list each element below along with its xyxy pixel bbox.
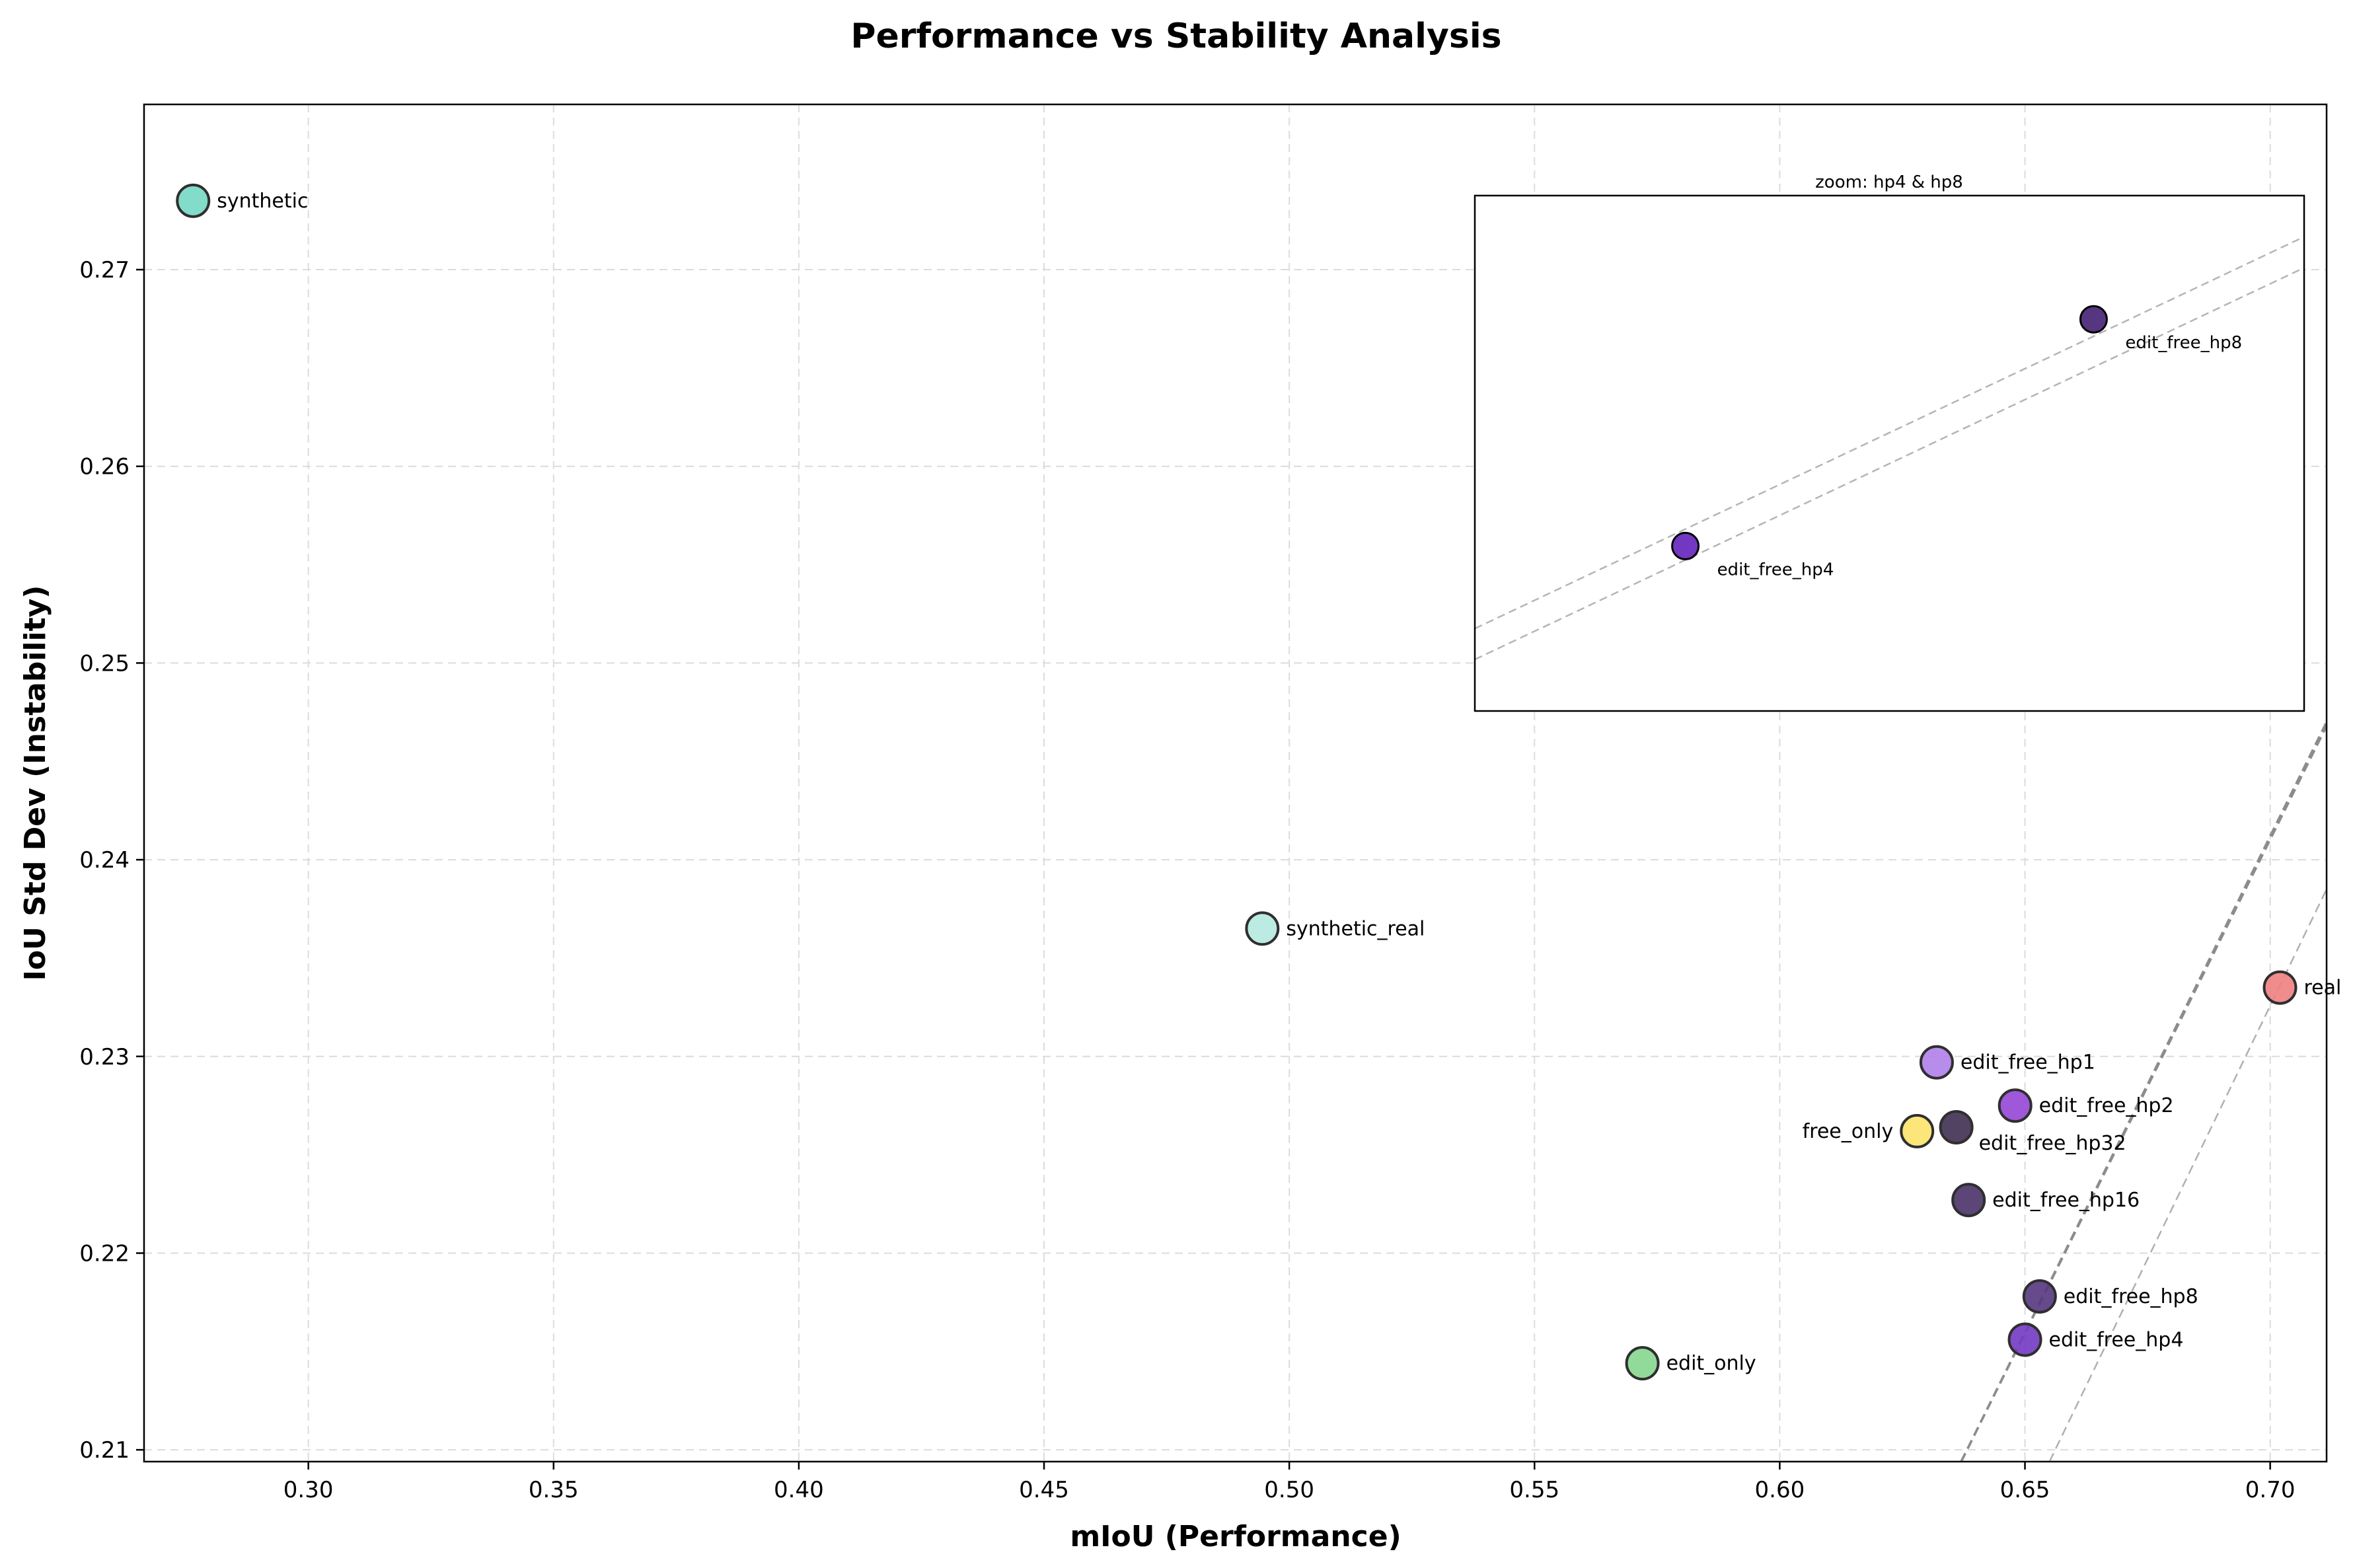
y-tick-label: 0.21 xyxy=(79,1437,130,1464)
point-label-edit-free-hp16: edit_free_hp16 xyxy=(1992,1189,2140,1212)
point-edit-free-hp2 xyxy=(1998,1088,2033,1123)
plot-area-frame xyxy=(143,103,2328,1463)
point-synthetic-real xyxy=(1245,911,1280,946)
inset-frame xyxy=(1474,194,2305,712)
point-real xyxy=(2262,970,2298,1005)
point-synthetic xyxy=(176,183,211,218)
point-label-synthetic-real: synthetic_real xyxy=(1286,917,1425,940)
point-label-free-only: free_only xyxy=(1803,1120,1894,1143)
inset-point-edit-free-hp8 xyxy=(2079,305,2108,334)
y-tick-label: 0.27 xyxy=(79,257,130,283)
point-label-edit-free-hp2: edit_free_hp2 xyxy=(2039,1094,2174,1117)
x-axis-ticks: 0.30 0.35 0.40 0.45 0.50 0.55 0.60 0.65 0.70 xyxy=(283,1462,2296,1503)
chart-title: Performance vs Stability Analysis xyxy=(850,17,1501,56)
point-label-real: real xyxy=(2303,977,2341,1000)
inset-background xyxy=(1475,196,2304,711)
inset-reference-line xyxy=(1474,236,2305,630)
inset-point-labels: edit_free_hp8 edit_free_hp4 xyxy=(1717,333,2243,579)
y-tick-label: 0.23 xyxy=(79,1044,130,1070)
point-edit-free-hp8 xyxy=(2022,1279,2057,1314)
point-edit-only xyxy=(1625,1346,1660,1381)
point-label-edit-free-hp1: edit_free_hp1 xyxy=(1961,1051,2095,1074)
x-tick-label: 0.30 xyxy=(283,1477,334,1503)
data-points xyxy=(176,183,2298,1381)
x-axis-title: mIoU (Performance) xyxy=(1070,1520,1401,1553)
inset-reference-line xyxy=(1474,267,2305,661)
inset-point-label-edit-free-hp4: edit_free_hp4 xyxy=(1717,560,1834,579)
inset-reference-lines xyxy=(1474,236,2305,661)
inset-data-points xyxy=(1671,305,2108,560)
zoom-inset: zoom: hp4 & hp8 edit_free_hp8edit_free_h… xyxy=(1474,172,2305,712)
x-tick-label: 0.60 xyxy=(1755,1477,1805,1503)
x-tick-label: 0.40 xyxy=(774,1477,824,1503)
point-label-edit-only: edit_only xyxy=(1666,1352,1756,1375)
y-tick-label: 0.26 xyxy=(79,454,130,480)
x-tick-label: 0.70 xyxy=(2245,1477,2296,1503)
point-label-edit-free-hp32: edit_free_hp32 xyxy=(1979,1132,2126,1155)
point-edit-free-hp16 xyxy=(1951,1183,1986,1218)
inset-title: zoom: hp4 & hp8 xyxy=(1815,172,1963,192)
x-tick-label: 0.55 xyxy=(1509,1477,1559,1503)
x-tick-label: 0.35 xyxy=(529,1477,579,1503)
y-tick-label: 0.25 xyxy=(79,650,130,677)
point-label-edit-free-hp4: edit_free_hp4 xyxy=(2049,1328,2184,1351)
x-tick-label: 0.50 xyxy=(1264,1477,1314,1503)
point-free-only xyxy=(1900,1113,1935,1148)
point-label-edit-free-hp8: edit_free_hp8 xyxy=(2064,1285,2198,1308)
point-edit-free-hp1 xyxy=(1919,1045,1954,1080)
point-edit-free-hp4 xyxy=(2007,1322,2042,1357)
y-axis-ticks: 0.21 0.22 0.23 0.24 0.25 0.26 0.27 xyxy=(79,257,144,1464)
inset-point-label-edit-free-hp8: edit_free_hp8 xyxy=(2125,333,2242,353)
point-label-synthetic: synthetic xyxy=(217,190,308,213)
y-tick-label: 0.24 xyxy=(79,847,130,874)
y-axis-title: IoU Std Dev (Instability) xyxy=(19,585,52,981)
point-edit-free-hp32 xyxy=(1939,1109,1974,1144)
x-tick-label: 0.45 xyxy=(1019,1477,1069,1503)
y-tick-label: 0.22 xyxy=(79,1240,130,1267)
inset-point-edit-free-hp4 xyxy=(1671,531,1700,560)
x-tick-label: 0.65 xyxy=(2000,1477,2050,1503)
